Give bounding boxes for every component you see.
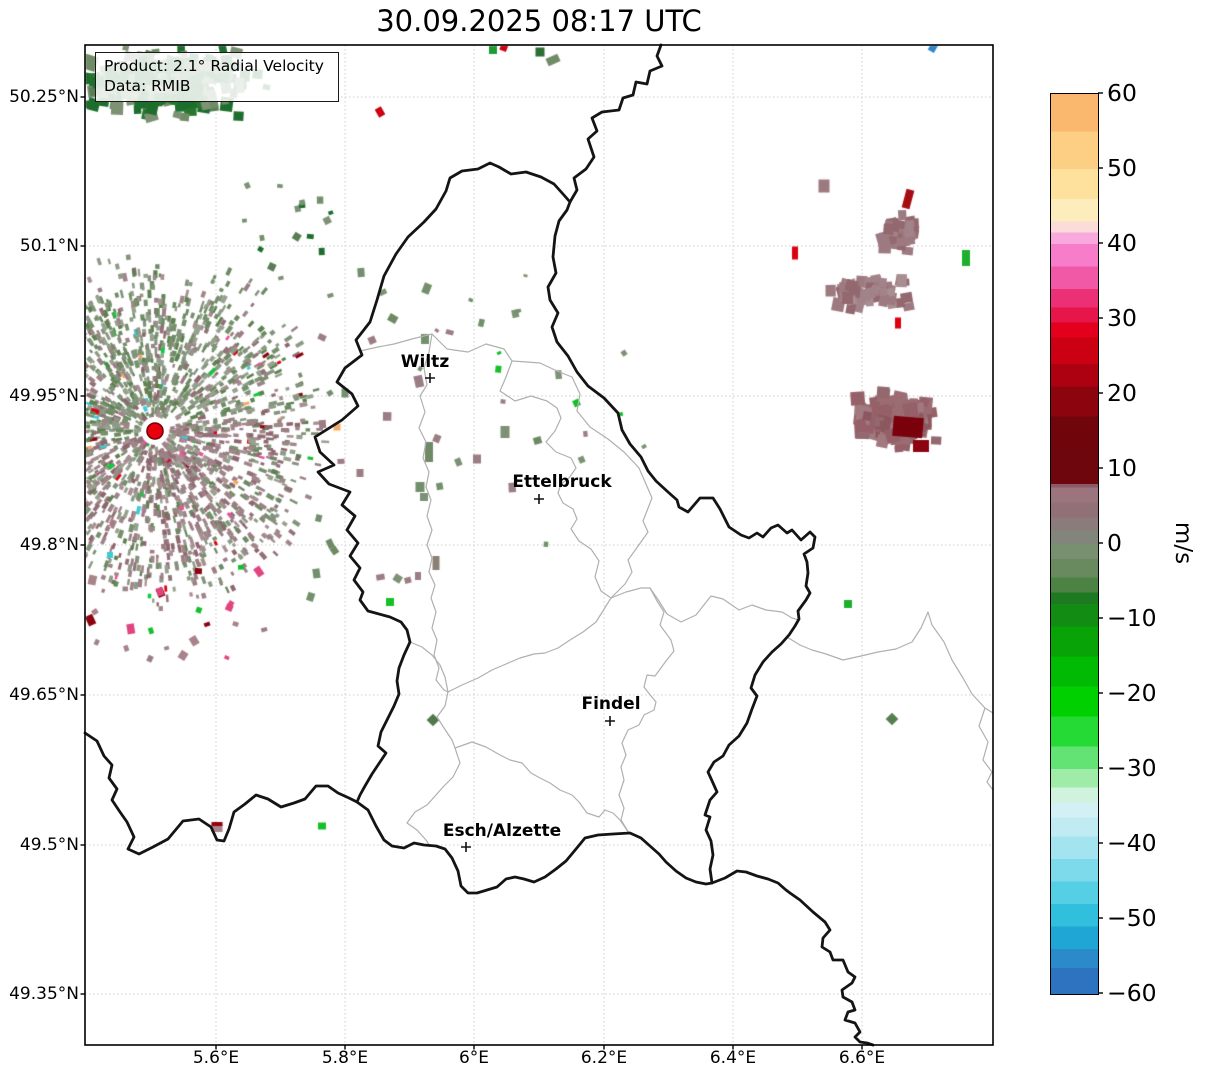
city-marker-icon [534,494,544,504]
product-info-box: Product: 2.1° Radial Velocity Data: RMIB [95,52,339,102]
colorbar-unit-label: m/s [1170,521,1196,565]
district-border [786,611,994,714]
luxembourg-outline [313,161,817,895]
product-info-line: Product: 2.1° Radial Velocity [104,57,324,75]
city-marker-icon [425,373,435,383]
belgium-germany-border [568,43,664,204]
figure-title: 30.09.2025 08:17 UTC [376,4,702,38]
district-border [610,587,800,623]
plot-frame [84,44,994,1046]
france-belgium-border [83,731,359,856]
district-border [406,641,461,847]
data-source-line: Data: RMIB [104,77,191,96]
district-border [978,707,994,791]
district-border [618,587,675,834]
district-border [447,597,612,693]
district-border [454,741,630,834]
city-marker-icon [605,716,615,726]
district-border [511,360,653,599]
city-marker-icon [461,842,471,852]
colorbar-gradient [1050,93,1099,995]
district-border [359,333,612,599]
radar-site-marker [146,422,164,440]
moselle-france-germany-border [710,869,875,1047]
district-border [418,333,449,693]
